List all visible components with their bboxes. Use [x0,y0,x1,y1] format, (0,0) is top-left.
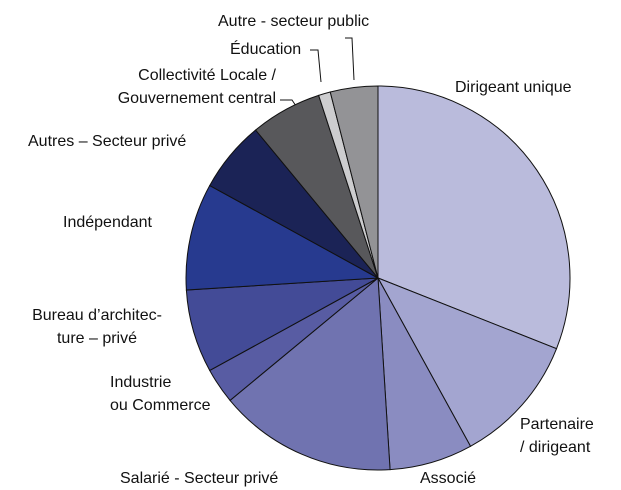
leader-lines [280,37,355,107]
slice-label: Associé [420,470,476,487]
slice-label: Salarié - Secteur privé [120,470,278,487]
leader-line [345,37,355,81]
slice-label: Autres – Secteur privé [28,133,186,150]
slice-label: Industrie ou Commerce [110,374,211,414]
slice-label: Dirigeant unique [455,79,572,96]
leader-line [280,99,297,107]
slice-label: Partenaire / dirigeant [520,416,594,456]
slice-label: Indépendant [63,214,153,231]
pie-slice [185,184,380,291]
slice-label: Autre - secteur public [218,13,369,30]
slice-label: Éducation [230,39,301,58]
pie-slice [377,85,571,350]
leader-line [310,49,322,83]
pie-slice [329,85,379,279]
pie-slice [376,277,558,447]
slice-label: Bureau d’architec-ture – privé [32,307,162,347]
pie-slice [229,276,391,471]
slice-label: Collectivité Locale / Gouvernement centra… [118,67,277,107]
